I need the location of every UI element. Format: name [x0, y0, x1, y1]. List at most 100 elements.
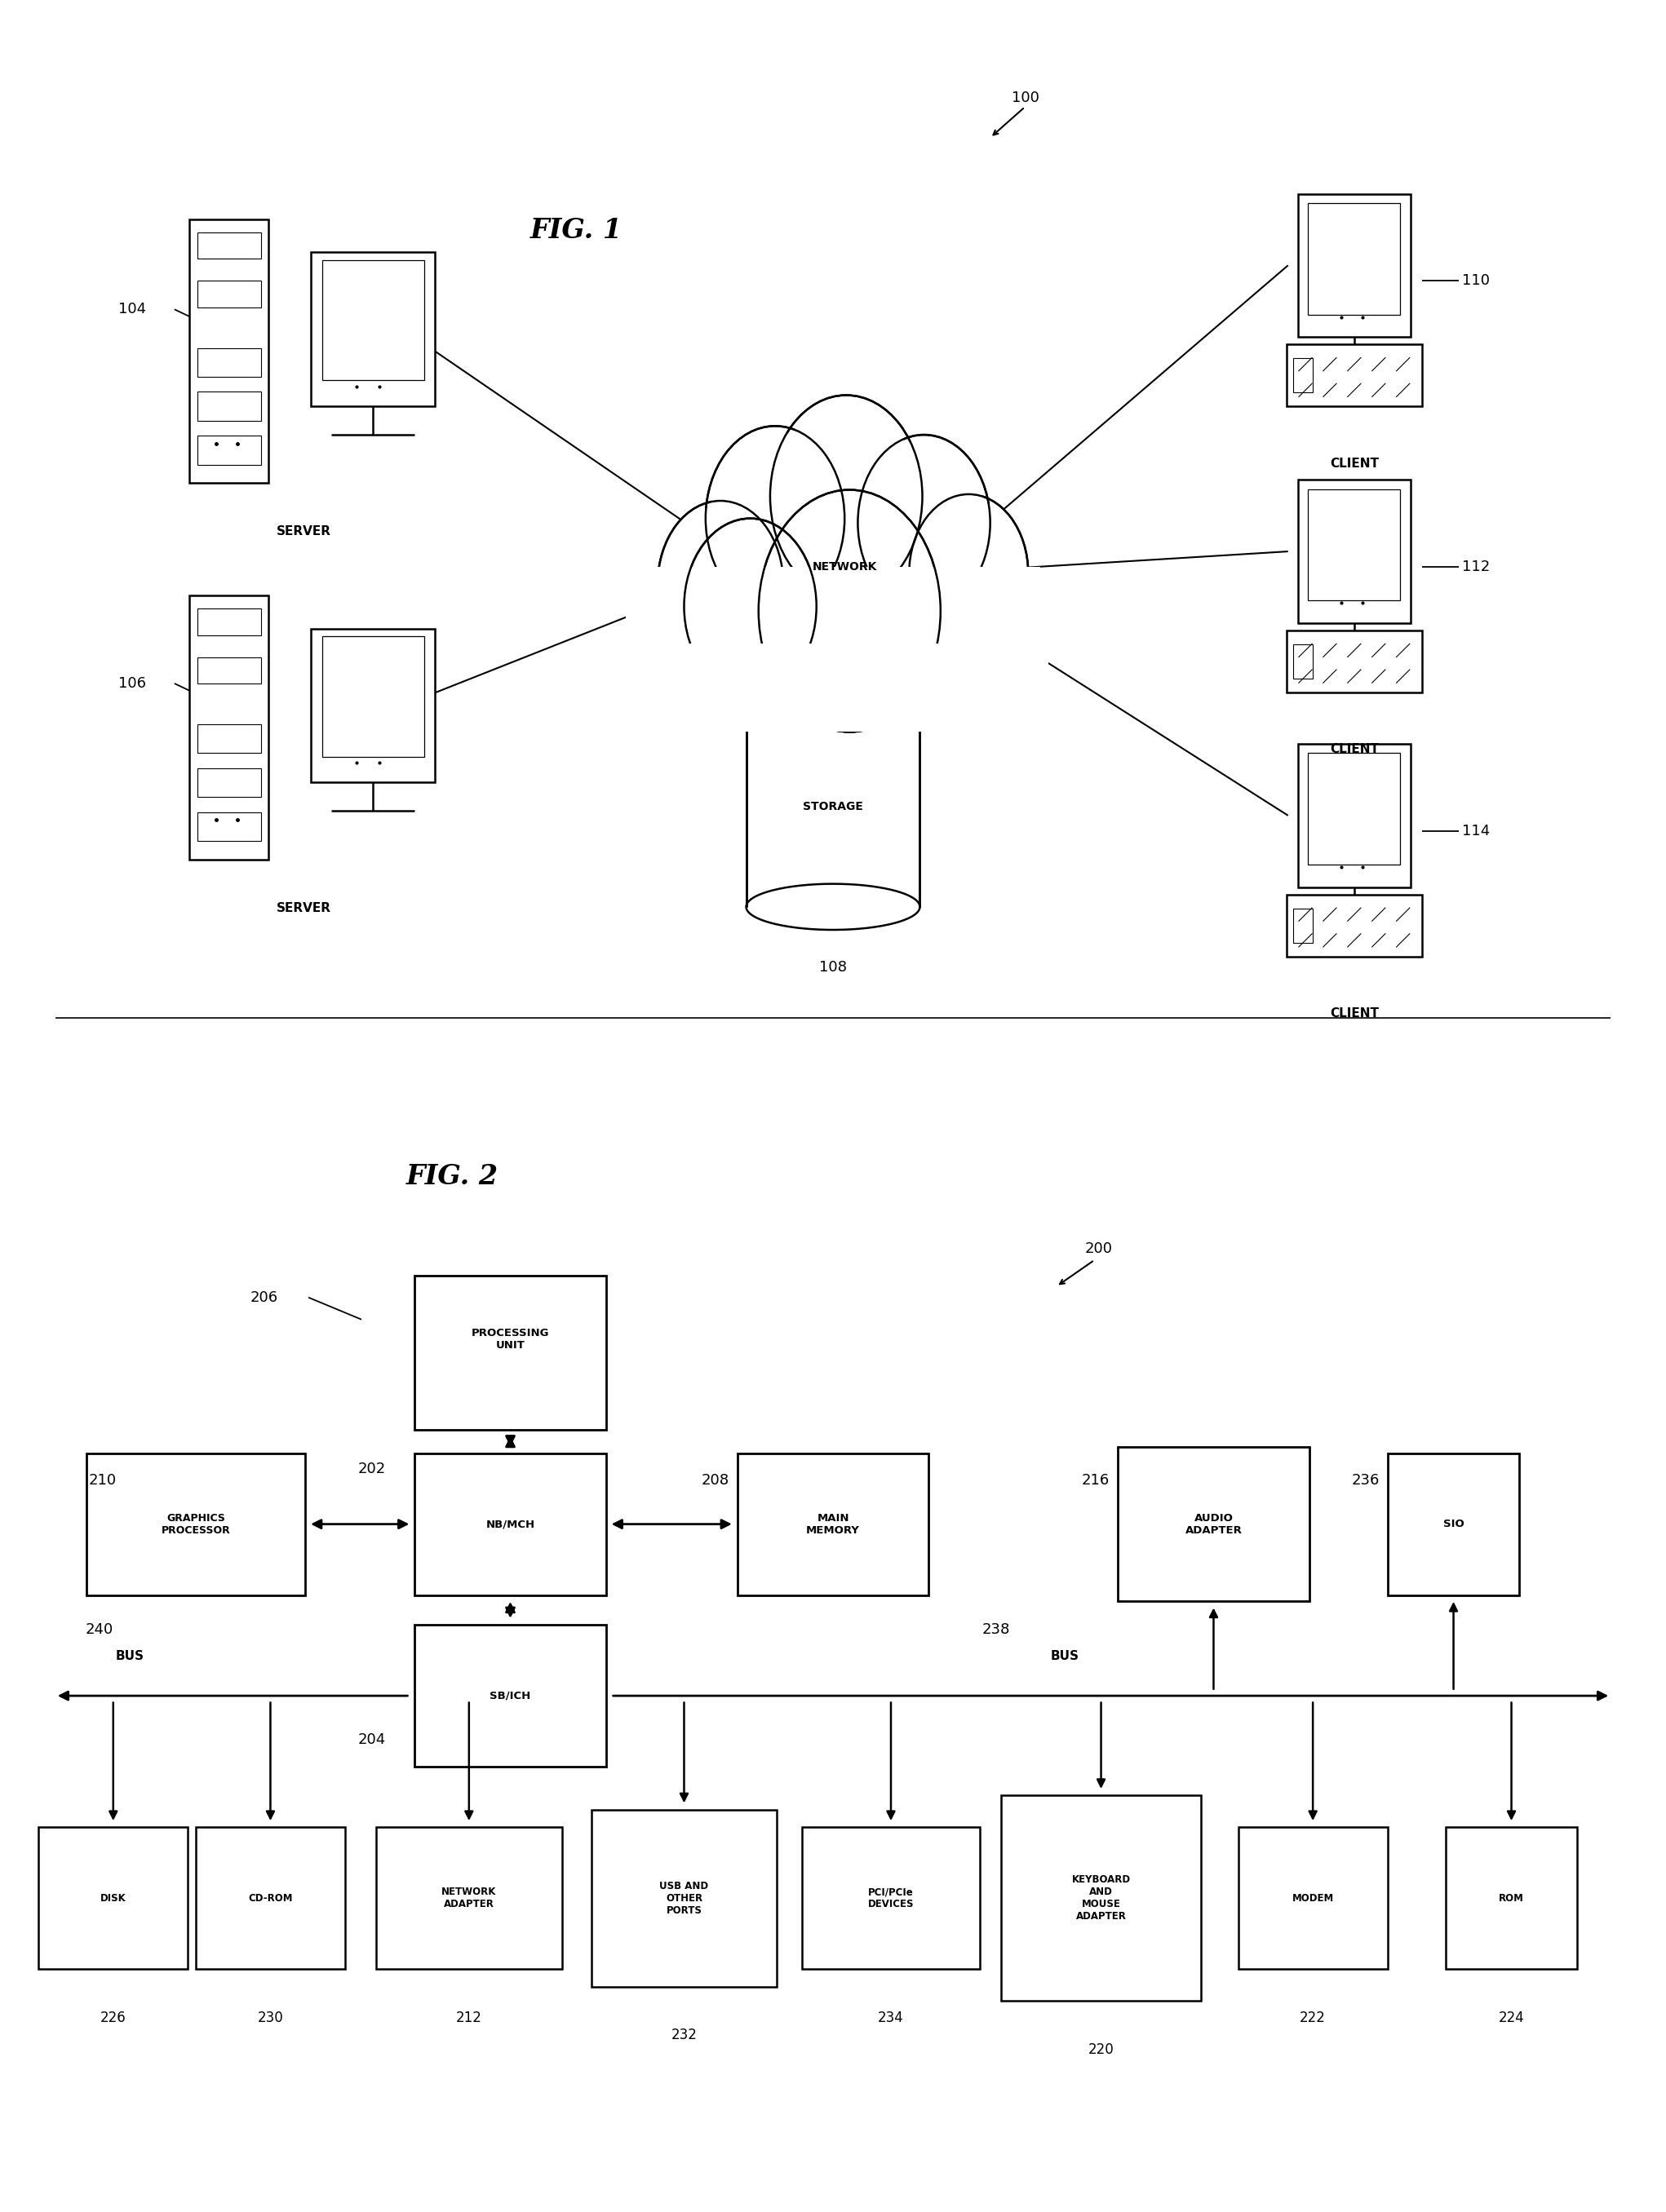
- FancyBboxPatch shape: [1298, 195, 1411, 336]
- FancyBboxPatch shape: [1286, 630, 1423, 692]
- Text: USB AND
OTHER
PORTS: USB AND OTHER PORTS: [660, 1880, 708, 1916]
- Text: 216: 216: [1081, 1473, 1110, 1486]
- FancyBboxPatch shape: [1388, 1453, 1519, 1595]
- Text: STORAGE: STORAGE: [803, 801, 863, 812]
- Text: FIG. 1: FIG. 1: [530, 217, 623, 243]
- Text: ROM: ROM: [1499, 1893, 1524, 1905]
- Circle shape: [770, 396, 923, 597]
- Text: 210: 210: [88, 1473, 117, 1486]
- Text: 230: 230: [258, 2011, 283, 2024]
- Text: BUS: BUS: [115, 1650, 143, 1661]
- Circle shape: [685, 518, 816, 695]
- Circle shape: [861, 440, 986, 606]
- FancyBboxPatch shape: [322, 261, 423, 380]
- Text: 108: 108: [820, 960, 846, 975]
- Text: CLIENT: CLIENT: [1329, 1006, 1379, 1020]
- Text: SIO: SIO: [1443, 1520, 1464, 1528]
- FancyBboxPatch shape: [38, 1827, 188, 1969]
- Text: CLIENT: CLIENT: [1329, 743, 1379, 757]
- Circle shape: [688, 524, 813, 690]
- Circle shape: [765, 498, 935, 726]
- Text: 102: 102: [750, 504, 778, 520]
- FancyBboxPatch shape: [197, 1827, 345, 1969]
- Text: 110: 110: [1461, 274, 1489, 288]
- FancyBboxPatch shape: [1293, 358, 1313, 392]
- FancyBboxPatch shape: [322, 637, 423, 757]
- FancyBboxPatch shape: [746, 697, 920, 907]
- Circle shape: [661, 507, 780, 664]
- FancyBboxPatch shape: [197, 436, 262, 465]
- FancyBboxPatch shape: [1286, 345, 1423, 407]
- Text: 100: 100: [1011, 91, 1040, 106]
- Text: CLIENT: CLIENT: [1329, 458, 1379, 469]
- Text: KEYBOARD
AND
MOUSE
ADAPTER: KEYBOARD AND MOUSE ADAPTER: [1071, 1874, 1131, 1922]
- Text: PCI/PCIe
DEVICES: PCI/PCIe DEVICES: [868, 1887, 915, 1909]
- Text: 206: 206: [250, 1290, 278, 1305]
- FancyBboxPatch shape: [197, 281, 262, 307]
- Text: NETWORK: NETWORK: [813, 562, 876, 573]
- FancyBboxPatch shape: [197, 347, 262, 376]
- FancyBboxPatch shape: [197, 657, 262, 684]
- Text: 212: 212: [456, 2011, 481, 2024]
- Text: 224: 224: [1498, 2011, 1524, 2024]
- Text: MAIN
MEMORY: MAIN MEMORY: [806, 1513, 860, 1535]
- Circle shape: [913, 500, 1025, 648]
- Text: FIG. 2: FIG. 2: [407, 1164, 498, 1190]
- Text: 226: 226: [100, 2011, 127, 2024]
- FancyBboxPatch shape: [1298, 480, 1411, 624]
- Text: 202: 202: [358, 1462, 387, 1475]
- FancyBboxPatch shape: [1293, 909, 1313, 942]
- FancyBboxPatch shape: [197, 608, 262, 635]
- Circle shape: [758, 489, 941, 732]
- Text: 236: 236: [1351, 1473, 1379, 1486]
- Text: 114: 114: [1461, 823, 1489, 838]
- FancyBboxPatch shape: [190, 595, 268, 860]
- Text: 200: 200: [1085, 1241, 1113, 1256]
- FancyBboxPatch shape: [1298, 743, 1411, 887]
- FancyBboxPatch shape: [1308, 204, 1401, 314]
- Text: BUS: BUS: [1050, 1650, 1080, 1661]
- Text: 222: 222: [1299, 2011, 1326, 2024]
- Text: 240: 240: [85, 1621, 113, 1637]
- Text: SERVER: SERVER: [277, 902, 332, 914]
- FancyBboxPatch shape: [1308, 489, 1401, 602]
- Text: SERVER: SERVER: [277, 526, 332, 538]
- Text: 238: 238: [981, 1621, 1010, 1637]
- FancyBboxPatch shape: [415, 1276, 606, 1429]
- Text: AUDIO
ADAPTER: AUDIO ADAPTER: [1185, 1513, 1243, 1535]
- Circle shape: [775, 400, 918, 591]
- Text: DISK: DISK: [100, 1893, 127, 1905]
- Text: 204: 204: [358, 1732, 387, 1747]
- FancyBboxPatch shape: [87, 1453, 305, 1595]
- FancyBboxPatch shape: [312, 252, 435, 407]
- Text: 112: 112: [1461, 560, 1489, 575]
- FancyBboxPatch shape: [190, 219, 268, 482]
- FancyBboxPatch shape: [801, 1827, 980, 1969]
- FancyBboxPatch shape: [591, 1809, 776, 1986]
- Text: MODEM: MODEM: [1291, 1893, 1334, 1905]
- FancyBboxPatch shape: [197, 723, 262, 752]
- FancyBboxPatch shape: [1001, 1796, 1201, 2002]
- Circle shape: [706, 427, 845, 611]
- Text: 106: 106: [118, 677, 147, 690]
- Text: PROCESSING
UNIT: PROCESSING UNIT: [471, 1327, 550, 1352]
- Text: NETWORK
ADAPTER: NETWORK ADAPTER: [441, 1887, 496, 1909]
- FancyBboxPatch shape: [415, 1453, 606, 1595]
- Text: SB/ICH: SB/ICH: [490, 1690, 531, 1701]
- Circle shape: [710, 431, 840, 606]
- FancyBboxPatch shape: [1446, 1827, 1578, 1969]
- Circle shape: [658, 500, 783, 668]
- FancyBboxPatch shape: [1293, 644, 1313, 679]
- Circle shape: [910, 493, 1028, 653]
- FancyBboxPatch shape: [626, 566, 1040, 710]
- Circle shape: [858, 436, 990, 611]
- FancyBboxPatch shape: [1286, 894, 1423, 956]
- FancyBboxPatch shape: [377, 1827, 561, 1969]
- FancyBboxPatch shape: [618, 644, 1048, 732]
- Text: 234: 234: [878, 2011, 905, 2024]
- Text: 208: 208: [701, 1473, 730, 1486]
- FancyBboxPatch shape: [197, 392, 262, 420]
- FancyBboxPatch shape: [312, 628, 435, 783]
- Text: GRAPHICS
PROCESSOR: GRAPHICS PROCESSOR: [162, 1513, 230, 1535]
- FancyBboxPatch shape: [197, 812, 262, 841]
